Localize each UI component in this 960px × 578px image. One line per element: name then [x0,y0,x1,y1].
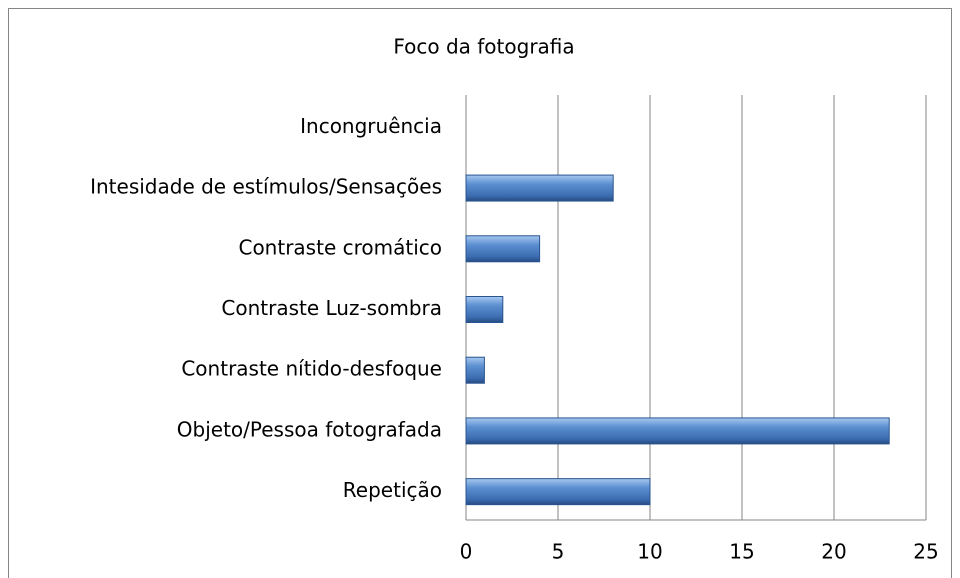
y-tick-label: Contraste nítido-desfoque [181,357,442,381]
bar [465,296,504,323]
x-tick-label: 25 [913,540,938,564]
x-tick-label: 0 [460,540,473,564]
bar [465,235,541,263]
y-tick-label: Intesidade de estímulos/Sensações [90,175,442,199]
bar [465,417,890,445]
y-tick-label: Objeto/Pessoa fotografada [177,417,442,441]
x-tick-label: 20 [821,540,846,564]
bar [465,356,485,384]
y-tick-label: Contraste Luz-sombra [221,296,442,320]
chart-title: Foco da fotografia [393,35,574,59]
y-tick-label: Incongruência [300,114,442,138]
x-tick-label: 5 [552,540,565,564]
bar [465,478,651,506]
x-tick-label: 10 [637,540,662,564]
x-tick-label: 15 [729,540,754,564]
y-tick-label: Repetição [343,478,442,502]
y-tick-label: Contraste cromático [238,235,442,259]
bar [465,174,614,202]
